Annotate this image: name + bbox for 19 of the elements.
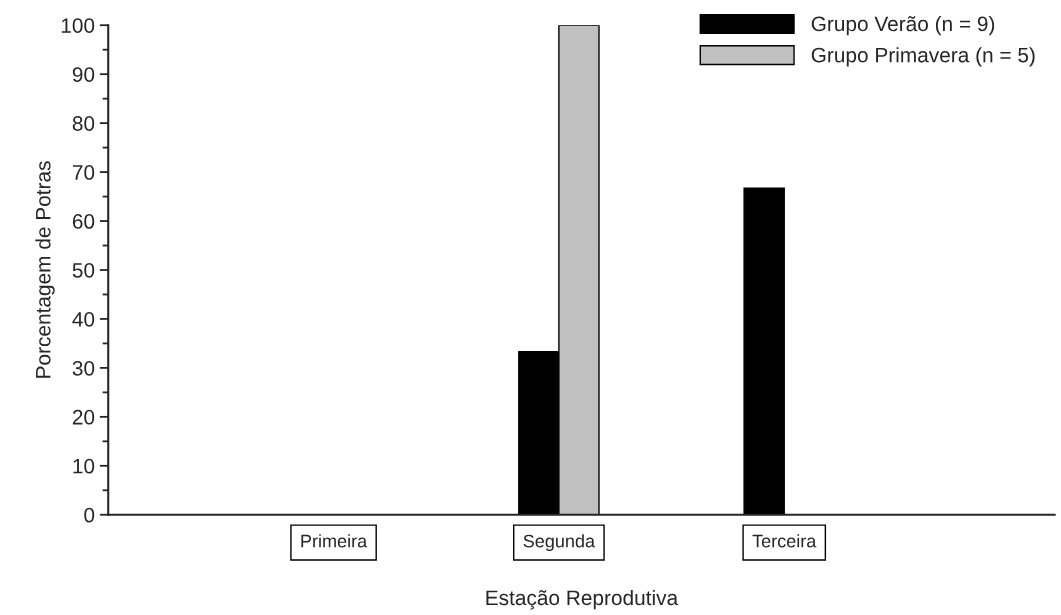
y-tick-label: 100 bbox=[61, 18, 95, 33]
x-tick-label: Segunda bbox=[523, 534, 596, 552]
y-tick-label: 90 bbox=[72, 67, 95, 82]
legend-label: Grupo Primavera (n = 5) bbox=[811, 47, 1035, 67]
y-tick-label: 50 bbox=[72, 262, 95, 278]
y-tick-label: 0 bbox=[84, 507, 95, 523]
x-tick-label: Primeira bbox=[301, 534, 368, 548]
y-tick-label: 10 bbox=[73, 458, 95, 474]
y-tick-label: 60 bbox=[72, 214, 95, 229]
y-tick-label: 80 bbox=[72, 116, 95, 131]
x-tick-label: Terceira bbox=[752, 534, 817, 548]
y-tick-label: 40 bbox=[72, 311, 95, 327]
bar bbox=[743, 187, 785, 515]
y-tick-label: 70 bbox=[72, 165, 95, 180]
y-tick-label: 30 bbox=[72, 360, 95, 376]
x-axis-title: Estação Reprodutiva bbox=[486, 589, 679, 610]
y-axis-title: Porcentagem de Potras bbox=[35, 161, 55, 378]
legend-label: Grupo Verão (n = 9) bbox=[811, 15, 995, 36]
y-tick-label: 20 bbox=[72, 409, 95, 425]
